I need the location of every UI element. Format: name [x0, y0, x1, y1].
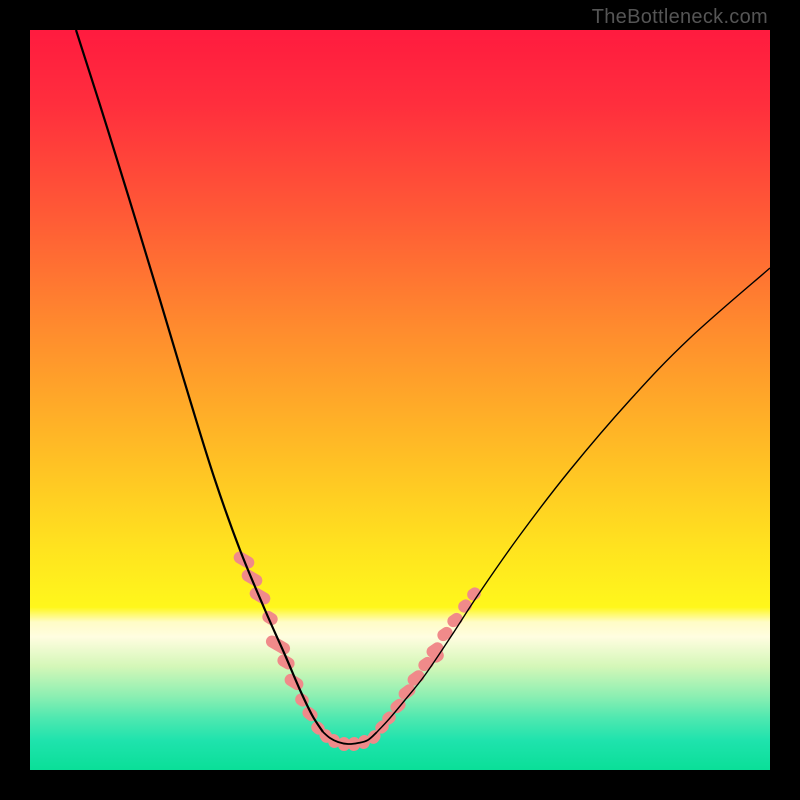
marker-pill [260, 609, 280, 628]
marker-pill [300, 704, 320, 723]
data-markers [231, 549, 483, 751]
plot-area [30, 30, 770, 770]
curve-left-branch [76, 30, 323, 732]
curve-layer [30, 30, 770, 770]
watermark-text: TheBottleneck.com [592, 6, 768, 29]
